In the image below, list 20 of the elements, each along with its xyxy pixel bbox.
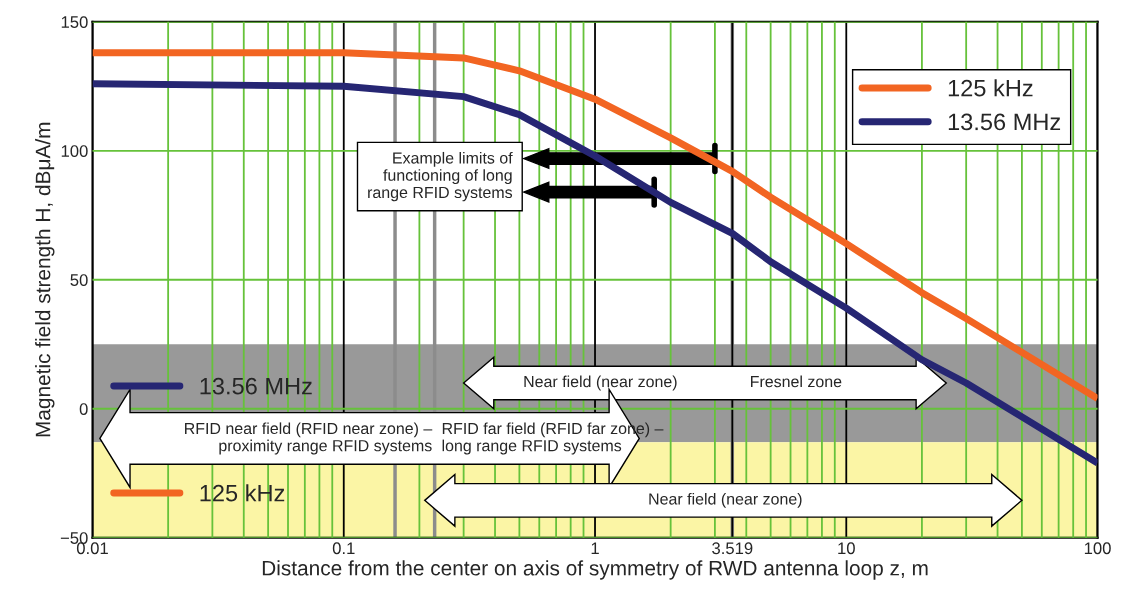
annotation: RFID near field (RFID near zone) – proximity range RFID systems — [185, 422, 433, 455]
x-tick-label: 10 — [838, 542, 855, 555]
y-tick-label: 100 — [61, 145, 88, 157]
annotation: Near field (near zone) — [524, 375, 677, 391]
x-tick-label: 3.519 — [712, 542, 753, 555]
y-tick-label: −50 — [60, 532, 88, 544]
x-tick-label: 1 — [591, 542, 599, 554]
annotation: Example limits of functioning of long range RFID systems — [368, 151, 513, 202]
x-tick-label: 0.01 — [76, 542, 108, 555]
x-axis-title: Distance from the center on axis of symmetry of RWD antenna loop z, m — [262, 560, 928, 580]
y-axis-title: Magnetic field strength H, dBμA/m — [35, 122, 55, 437]
y-tick-label: 150 — [61, 16, 88, 28]
annotation: Fresnel zone — [751, 375, 842, 388]
y-tick-label: 0 — [79, 403, 88, 415]
legend-label: 125 kHz — [948, 79, 1033, 97]
x-tick-label: 0.1 — [332, 542, 355, 555]
x-tick-label: 100 — [1084, 542, 1111, 555]
annotation: Near field (near zone) — [649, 492, 802, 508]
y-tick-label: 50 — [70, 274, 88, 286]
legend-label: 13.56 MHz — [948, 113, 1061, 131]
